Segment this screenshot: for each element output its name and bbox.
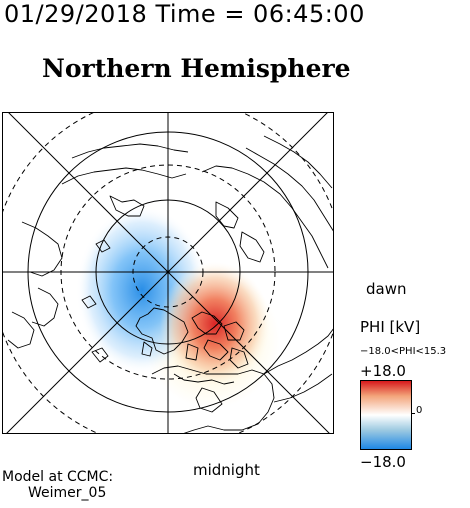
model-credit-line1: Model at CCMC: — [2, 469, 114, 485]
colorbar-max-label: +18.0 — [360, 362, 406, 380]
colorbar-min-label: −18.0 — [360, 453, 406, 471]
map-frame — [2, 112, 334, 434]
positive-potential-cell — [160, 262, 270, 386]
polar-map — [2, 112, 334, 434]
midnight-label: midnight — [193, 461, 260, 479]
colorbar-zero-tick — [411, 413, 415, 414]
colorbar — [360, 380, 412, 450]
model-credit-line2: Weimer_05 — [28, 485, 107, 501]
meridian-diagonal-2 — [5, 112, 329, 434]
plot-title: Northern Hemisphere — [42, 54, 351, 83]
dawn-label: dawn — [366, 280, 407, 298]
coastlines — [7, 135, 334, 434]
colorbar-zero-label: 0 — [416, 405, 423, 416]
colorbar-title: PHI [kV] — [360, 318, 421, 336]
timestamp: 01/29/2018 Time = 06:45:00 — [4, 0, 365, 28]
pole-marker — [166, 270, 170, 274]
meridian-diagonal-1 — [7, 112, 331, 434]
colorbar-range: −18.0<PHI<15.3 — [360, 346, 447, 357]
